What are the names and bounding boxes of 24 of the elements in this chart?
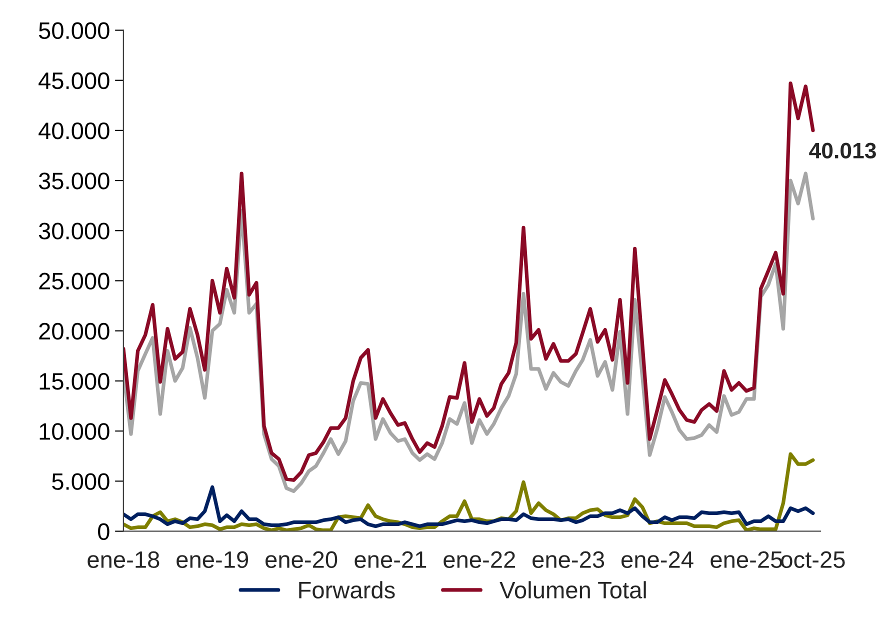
y-tick-label: 40.000	[38, 122, 110, 140]
y-tick-label: 35.000	[38, 172, 110, 190]
x-tick-label: ene-25	[710, 551, 782, 568]
x-tick-label: ene-22	[444, 551, 515, 568]
x-tick-label: ene-19	[176, 551, 248, 568]
annotation: 40.013	[809, 142, 876, 159]
x-tick-label: oct-25	[781, 551, 845, 568]
x-tick-label: ene-18	[88, 551, 160, 568]
line-series	[123, 485, 815, 528]
legend-label: Forwards	[299, 581, 395, 598]
y-tick-label: 20.000	[39, 322, 110, 340]
y-tick-label: 15.000	[40, 373, 110, 390]
x-tick-label: ene-20	[266, 551, 338, 568]
y-tick-label: 10.000	[40, 423, 110, 440]
x-tick-label: ene-24	[622, 551, 694, 568]
x-tick-label: ene-21	[354, 551, 426, 568]
y-tick-label: 30.000	[38, 222, 110, 240]
y-tick-label: 50.000	[38, 22, 110, 40]
y-tick-label: 5.000	[52, 473, 110, 490]
y-tick-label: 25.000	[39, 272, 110, 290]
y-tick-label: 0	[98, 523, 110, 540]
x-tick-label: ene-23	[532, 551, 604, 568]
y-tick-label: 45.000	[38, 72, 110, 90]
legend-label: Volumen Total	[500, 581, 646, 598]
